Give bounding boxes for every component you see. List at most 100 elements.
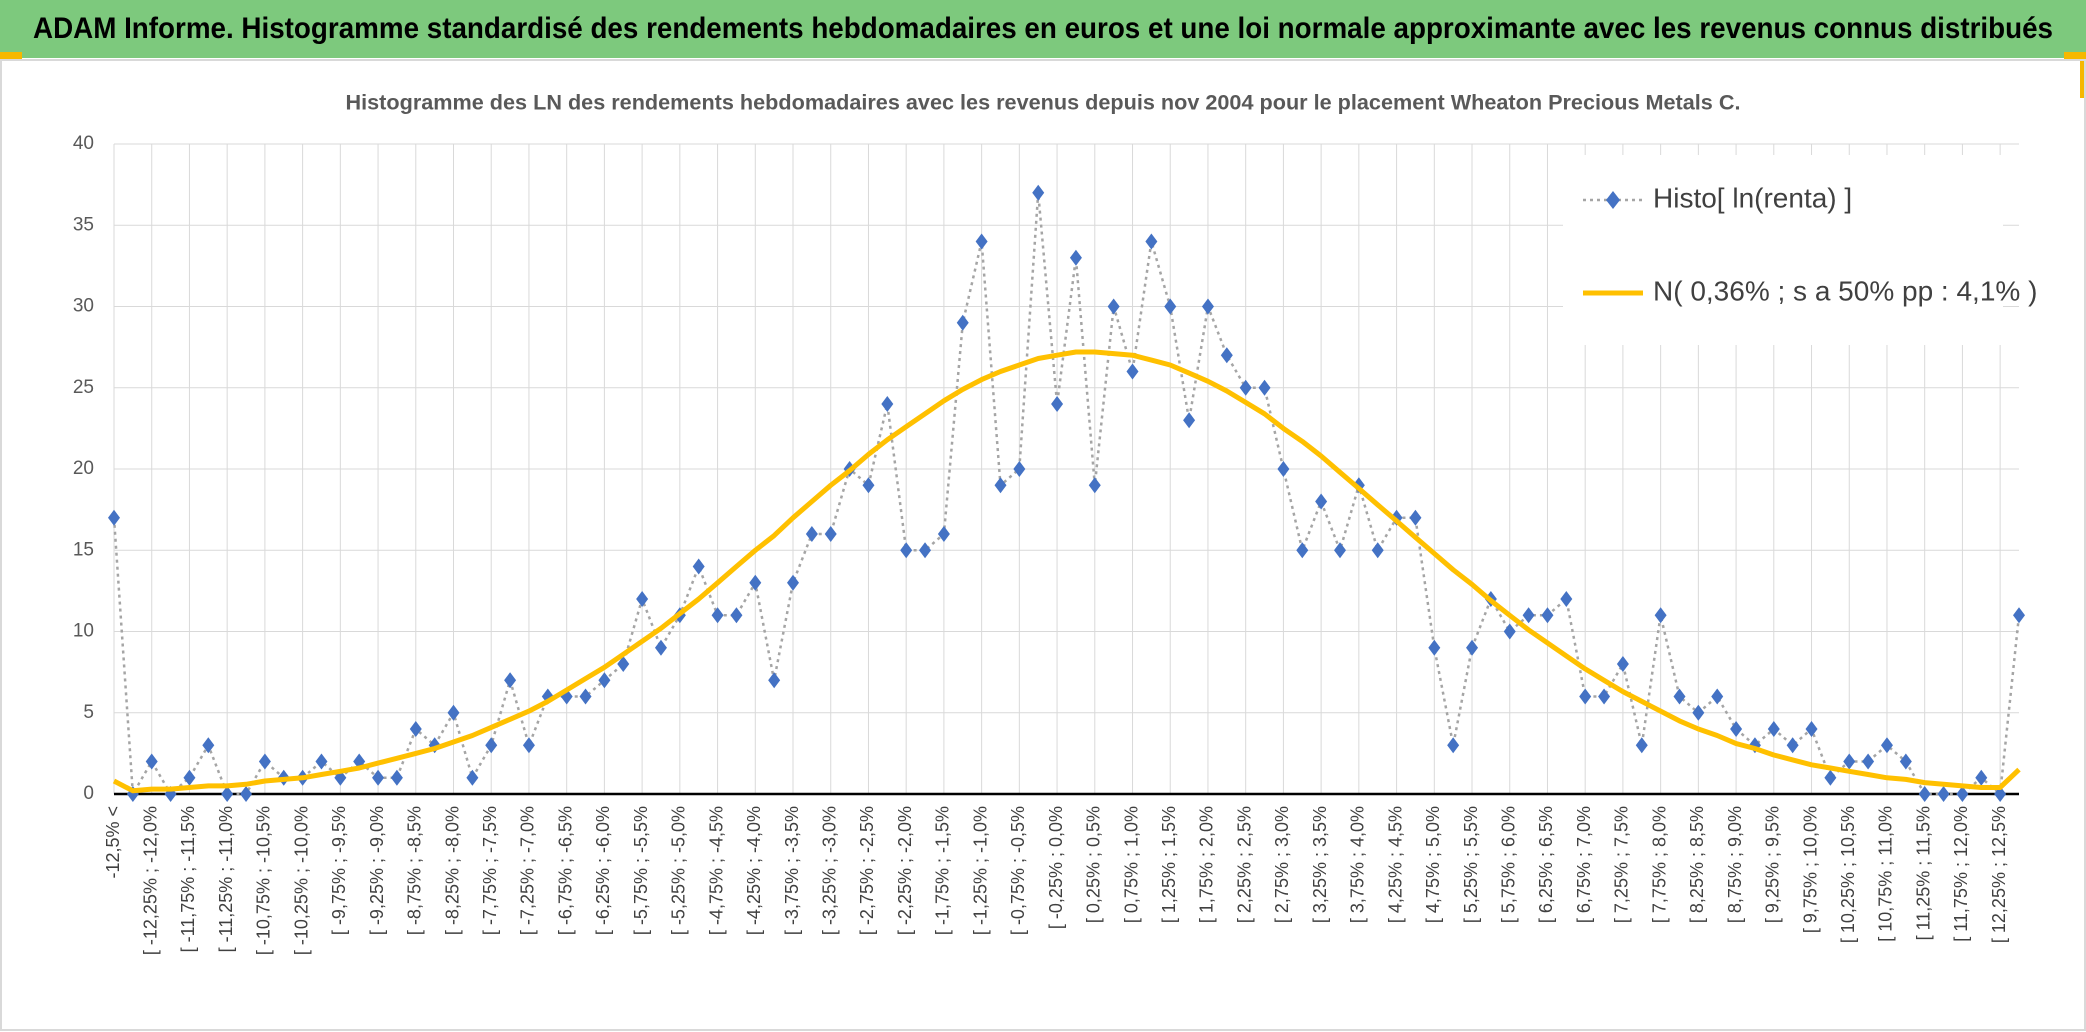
marker	[258, 753, 271, 770]
marker	[2013, 607, 2025, 624]
marker	[1315, 493, 1328, 510]
x-tick-label: [ 8,25% ; 8,5%	[1687, 806, 1707, 923]
x-tick-label: [ -6,25% ; -6,0%	[593, 806, 613, 935]
marker	[824, 526, 837, 542]
marker	[1051, 396, 1064, 412]
marker	[1598, 688, 1611, 705]
marker	[409, 721, 422, 737]
marker	[1786, 737, 1799, 754]
marker	[900, 542, 913, 559]
x-tick-label: [ 0,75% ; 1,0%	[1121, 806, 1141, 923]
marker	[1145, 233, 1158, 250]
marker	[1258, 379, 1271, 396]
marker	[1862, 753, 1875, 770]
marker	[1880, 737, 1893, 754]
x-tick-label: [ -2,25% ; -2,0%	[895, 806, 915, 935]
marker	[730, 607, 743, 624]
x-tick-label: [ -4,25% ; -4,0%	[744, 806, 764, 935]
marker	[1918, 786, 1931, 802]
header-bar	[0, 0, 2086, 58]
marker	[466, 769, 479, 786]
x-tick-label: [ -8,75% ; -8,5%	[405, 806, 425, 935]
marker	[1843, 753, 1856, 770]
marker	[1013, 461, 1026, 477]
marker	[1956, 786, 1969, 802]
marker	[805, 526, 818, 542]
marker	[768, 672, 781, 689]
marker	[1616, 656, 1629, 672]
x-tick-label: [ 1,25% ; 1,5%	[1159, 806, 1179, 923]
marker	[636, 591, 649, 607]
corner	[2080, 58, 2086, 98]
y-tick-label: 10	[73, 621, 94, 642]
corner	[0, 52, 22, 60]
marker	[1560, 591, 1573, 607]
x-tick-label: [ -1,75% ; -1,5%	[933, 806, 953, 935]
marker	[1333, 542, 1346, 559]
corner	[2064, 52, 2086, 60]
marker	[598, 672, 611, 689]
x-tick-label: [ -11,25% ; -11,0%	[216, 806, 236, 952]
marker	[937, 526, 950, 542]
marker	[522, 737, 535, 754]
x-tick-label: [ 2,25% ; 2,5%	[1234, 806, 1254, 923]
x-tick-label: [ -3,75% ; -3,5%	[782, 806, 802, 935]
marker	[1824, 769, 1837, 786]
x-tick-label: [ -10,75% ; -10,5%	[254, 806, 274, 955]
y-tick-label: 35	[73, 214, 94, 235]
y-tick-label: 5	[83, 702, 94, 723]
y-tick-label: 20	[73, 458, 94, 479]
y-tick-label: 30	[73, 296, 94, 317]
marker	[315, 753, 328, 770]
x-tick-label: [ -9,75% ; -9,5%	[329, 806, 349, 935]
x-tick-label: [ -12,25% ; -12,0%	[140, 806, 160, 955]
normal-curve	[112, 349, 2021, 794]
marker	[1371, 542, 1384, 559]
marker	[1805, 721, 1818, 737]
x-tick-label: [ 11,25% ; 11,5%	[1913, 806, 1933, 940]
marker	[975, 233, 988, 250]
chart-title: Histogramme des LN des rendements hebdom…	[346, 92, 1741, 115]
x-tick-label: [ 4,75% ; 5,0%	[1423, 806, 1443, 923]
x-tick-label: [ 4,25% ; 4,5%	[1385, 806, 1405, 923]
x-tick-label: [ 5,25% ; 5,5%	[1461, 806, 1481, 923]
x-tick-label: [ -2,75% ; -2,5%	[857, 806, 877, 935]
x-tick-label: [ -8,25% ; -8,0%	[442, 806, 462, 935]
x-tick-label: [ 8,75% ; 9,0%	[1725, 806, 1745, 923]
x-tick-label: [ 1,75% ; 2,0%	[1197, 806, 1217, 923]
marker	[108, 509, 120, 526]
marker	[202, 737, 215, 754]
x-tick-label: [ 7,75% ; 8,0%	[1649, 806, 1669, 923]
x-tick-label: [ -5,75% ; -5,5%	[631, 806, 651, 935]
page-title: ADAM Informe. Histogramme standardisé de…	[33, 12, 2053, 45]
marker	[221, 786, 234, 802]
marker	[183, 769, 196, 786]
marker	[1447, 737, 1460, 754]
marker	[1183, 412, 1196, 429]
marker	[1277, 461, 1290, 477]
chart-border	[0, 59, 2086, 1031]
marker	[1579, 688, 1592, 705]
marker	[1730, 721, 1743, 737]
y-tick-label: 15	[73, 539, 94, 560]
marker	[1899, 753, 1912, 770]
x-tick-label: [ -7,75% ; -7,5%	[480, 806, 500, 935]
marker	[711, 607, 724, 624]
marker	[1220, 347, 1233, 364]
marker	[787, 574, 800, 591]
y-tick-label: 40	[73, 133, 94, 154]
marker	[881, 396, 894, 412]
marker	[692, 558, 705, 575]
marker	[485, 737, 498, 754]
marker	[1654, 607, 1667, 624]
marker	[1975, 769, 1988, 786]
x-tick-label: [ -4,75% ; -4,5%	[706, 806, 726, 935]
x-tick-label: [ -9,25% ; -9,0%	[367, 806, 387, 935]
x-tick-label: -12,5% <	[103, 806, 123, 879]
marker	[579, 688, 592, 705]
marker	[1409, 509, 1422, 526]
marker	[1296, 542, 1309, 559]
marker	[1428, 639, 1441, 656]
